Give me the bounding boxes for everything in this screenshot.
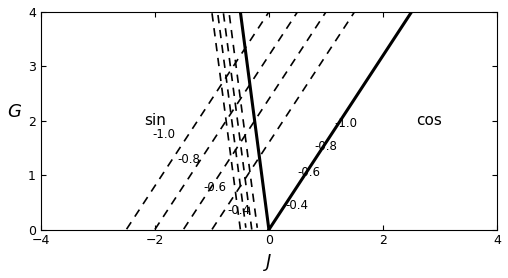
Text: -0.8: -0.8: [314, 140, 337, 153]
Text: -0.4: -0.4: [228, 203, 251, 217]
Text: -0.6: -0.6: [203, 181, 226, 194]
X-axis label: J: J: [266, 253, 272, 271]
Text: -0.6: -0.6: [297, 166, 321, 179]
Text: -1.0: -1.0: [152, 128, 175, 141]
Text: cos: cos: [416, 113, 441, 128]
Text: -0.4: -0.4: [285, 199, 308, 212]
Text: -0.8: -0.8: [178, 153, 201, 167]
Y-axis label: G: G: [7, 103, 21, 121]
Text: sin: sin: [144, 113, 166, 128]
Text: -1.0: -1.0: [334, 117, 358, 130]
